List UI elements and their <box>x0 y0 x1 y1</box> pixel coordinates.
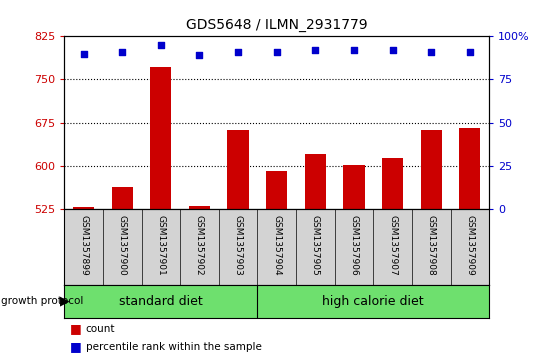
Text: growth protocol: growth protocol <box>1 296 83 306</box>
Bar <box>459 128 480 209</box>
Text: ■: ■ <box>70 340 82 353</box>
Point <box>118 49 127 55</box>
Point <box>311 47 320 53</box>
Text: ▶: ▶ <box>60 295 69 308</box>
Point <box>427 49 435 55</box>
Text: GSM1357907: GSM1357907 <box>388 215 397 276</box>
Point <box>465 49 474 55</box>
Text: standard diet: standard diet <box>119 295 203 308</box>
Title: GDS5648 / ILMN_2931779: GDS5648 / ILMN_2931779 <box>186 19 367 33</box>
Text: GSM1357900: GSM1357900 <box>118 215 127 276</box>
Bar <box>189 206 210 209</box>
Text: high calorie diet: high calorie diet <box>323 295 424 308</box>
Point <box>234 49 243 55</box>
Bar <box>420 130 442 209</box>
Text: GSM1357908: GSM1357908 <box>427 215 435 276</box>
Bar <box>112 187 133 209</box>
Text: count: count <box>86 323 115 334</box>
Bar <box>150 68 172 209</box>
Point <box>157 42 165 48</box>
Bar <box>343 165 364 209</box>
Point <box>349 47 358 53</box>
Point <box>388 47 397 53</box>
Bar <box>382 158 403 209</box>
Point <box>79 51 88 57</box>
Text: percentile rank within the sample: percentile rank within the sample <box>86 342 262 352</box>
Text: GSM1357906: GSM1357906 <box>349 215 358 276</box>
Text: GSM1357905: GSM1357905 <box>311 215 320 276</box>
Bar <box>305 154 326 209</box>
Text: GSM1357901: GSM1357901 <box>157 215 165 276</box>
Point <box>272 49 281 55</box>
Text: GSM1357909: GSM1357909 <box>465 215 475 276</box>
Bar <box>266 171 287 209</box>
Text: GSM1357902: GSM1357902 <box>195 215 204 276</box>
Text: GSM1357904: GSM1357904 <box>272 215 281 276</box>
Bar <box>73 207 94 209</box>
Text: ■: ■ <box>70 322 82 335</box>
Bar <box>228 130 249 209</box>
Point <box>195 52 204 58</box>
Text: GSM1357903: GSM1357903 <box>234 215 243 276</box>
Text: GSM1357899: GSM1357899 <box>79 215 88 276</box>
